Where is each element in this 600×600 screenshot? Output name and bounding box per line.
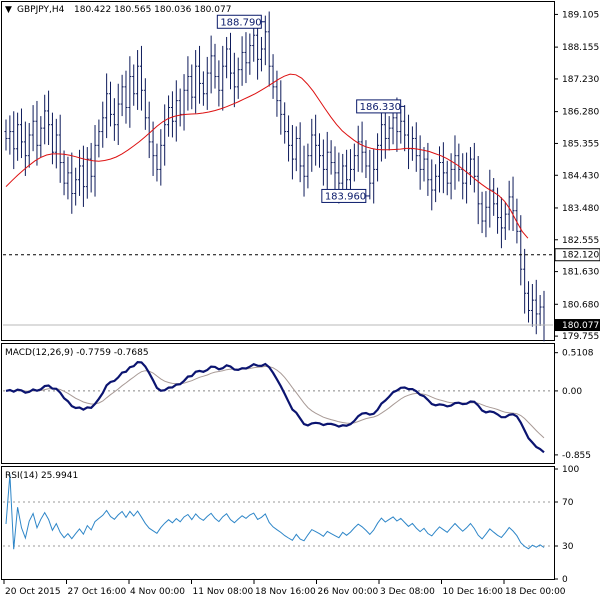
- time-axis-label: 27 Oct 16:00: [68, 587, 127, 597]
- rsi-axis-label: 70: [562, 498, 574, 508]
- macd-panel-frame: [1, 343, 555, 464]
- time-axis-label: 26 Nov 00:00: [318, 587, 379, 597]
- price-axis-label: 181.630: [562, 268, 599, 278]
- macd-plot: [3, 360, 553, 454]
- price-panel-frame: [1, 1, 555, 341]
- time-axis-label: 18 Nov 16:00: [255, 587, 316, 597]
- moving-average-line: [5, 73, 529, 239]
- rsi-title: RSI(14) 25.9941: [5, 471, 78, 481]
- marker-label: 183.960: [325, 191, 366, 202]
- macd-title: MACD(12,26,9) -0.7759 -0.7685: [5, 348, 149, 358]
- level-price-box: [554, 248, 600, 262]
- price-axis-label: 189.105: [562, 10, 599, 20]
- time-axis-label: 4 Nov 00:00: [130, 587, 185, 597]
- macd-axis-label: -0.855: [562, 451, 591, 461]
- rsi-axis-label: 100: [562, 465, 579, 475]
- price-axis-label: 179.755: [562, 332, 599, 342]
- symbol-header-arrow[interactable]: ▼: [5, 5, 12, 15]
- marker-label: 186.330: [360, 102, 401, 113]
- macd-axis-label: 0.5108: [562, 349, 594, 359]
- price-axis-label: 183.480: [562, 204, 599, 214]
- marker-box: [321, 188, 367, 203]
- current-price-box: [555, 319, 600, 332]
- price-plot: 188.790 186.330 183.960: [3, 11, 553, 342]
- rsi-line: [5, 474, 545, 550]
- price-axis-label: 185.355: [562, 139, 599, 149]
- price-axis-label: 180.680: [562, 300, 599, 310]
- ohlc-header: 180.422 180.565 180.036 180.077: [74, 5, 231, 15]
- time-axis-label: 10 Dec 16:00: [443, 587, 504, 597]
- rsi-plot: [3, 474, 553, 550]
- price-axis-label: 182.555: [562, 236, 599, 246]
- level-price-label: 182.120: [562, 251, 599, 261]
- marker-box: [216, 14, 262, 29]
- axes: 189.105 188.155 187.230 186.280 185.355 184.4…: [3, 10, 600, 597]
- marker-box: [356, 99, 402, 114]
- current-price-label: 180.077: [562, 321, 599, 331]
- time-axis-label: 11 Nov 08:00: [193, 587, 254, 597]
- marker-label: 188.790: [220, 17, 261, 28]
- macd-axis-label: 0.00: [562, 387, 582, 397]
- price-axis-label: 187.230: [562, 75, 599, 85]
- price-axis-label: 184.430: [562, 171, 599, 181]
- rsi-axis-label: 0: [562, 575, 568, 585]
- macd-main-line: [5, 360, 545, 454]
- time-axis-label: 20 Oct 2015: [5, 587, 61, 597]
- price-axis-label: 186.280: [562, 108, 599, 118]
- rsi-axis-label: 30: [562, 542, 574, 552]
- time-axis-label: 18 Dec 00:00: [505, 587, 566, 597]
- time-axis-label: 3 Dec 08:00: [380, 587, 435, 597]
- price-axis-label: 188.155: [562, 43, 599, 53]
- rsi-panel-frame: [1, 466, 555, 580]
- symbol-header: GBPJPY,H4: [17, 5, 65, 15]
